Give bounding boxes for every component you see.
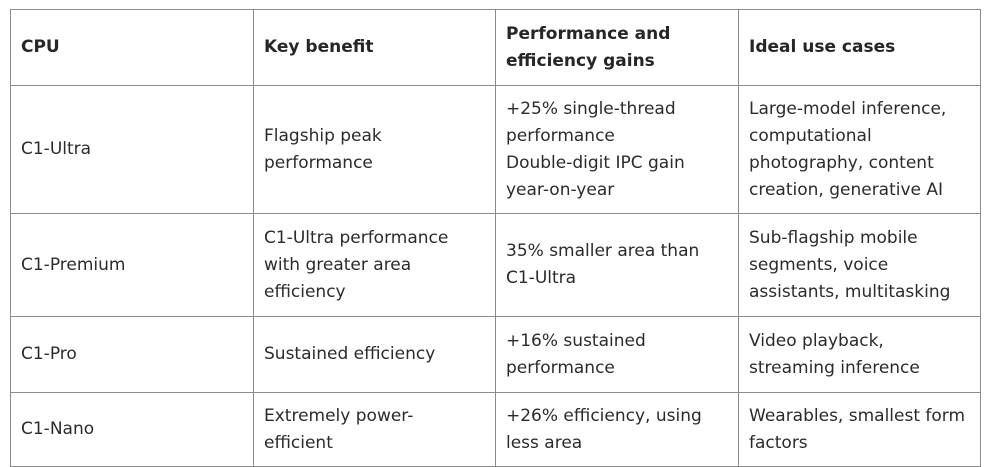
text-line: efficiency [264,281,346,302]
text-line: performance [506,357,615,378]
header-ideal-use-cases: Ideal use cases [738,9,981,86]
cell-use-cases: Sub-flagship mobile segments, voice assi… [738,213,981,317]
header-performance-gains: Performance and efficiency gains [495,9,739,86]
text-line: segments, voice [749,254,889,275]
table-row: C1-Premium C1-Ultra performance with gre… [10,213,981,317]
text-line: Video playback, [749,330,884,351]
text-line: performance [506,125,615,146]
text-line: Large-model inference, [749,98,947,119]
cell-key-benefit: Extremely power- efficient [253,392,496,467]
header-cpu-label: CPU [21,37,60,57]
cpu-name: C1-Nano [21,419,95,439]
cell-cpu: C1-Nano [10,392,254,467]
text-line: C1-Ultra [506,268,577,288]
header-row: CPU Key benefit Performance and efficien… [10,9,981,86]
cpu-name: C1-Ultra [21,139,92,159]
cell-gains: +25% single-thread performance Double-di… [495,85,739,214]
cell-cpu: C1-Pro [10,316,254,393]
table-row: C1-Nano Extremely power- efficient +26% … [10,392,981,467]
cell-gains: +16% sustained performance [495,316,739,393]
cell-key-benefit: Flagship peak performance [253,85,496,214]
text-line: streaming inference [749,357,920,378]
table-row: C1-Ultra Flagship peak performance +25% … [10,85,981,214]
cell-use-cases: Video playback, streaming inference [738,316,981,393]
header-ideal-use-cases-label: Ideal use cases [749,37,896,57]
cell-key-benefit: Sustained efficiency [253,316,496,393]
text-line: +26% efficiency, using [506,405,702,426]
text-line: Double-digit IPC gain [506,152,685,173]
table-row: C1-Pro Sustained efficiency +16% sustain… [10,316,981,393]
text-line: C1-Ultra performance [264,227,449,248]
cell-gains: +26% efficiency, using less area [495,392,739,467]
cpu-name: C1-Premium [21,254,126,275]
text-line: computational [749,125,872,146]
cell-key-benefit: C1-Ultra performance with greater area e… [253,213,496,317]
cell-use-cases: Wearables, smallest form factors [738,392,981,467]
text-line: less area [506,432,583,453]
text-line: Sub-flagship mobile [749,227,918,248]
text-line: Sustained efficiency [264,344,436,364]
text-line: photography, content [749,152,934,173]
text-line: efficient [264,432,333,453]
text-line: Flagship peak [264,125,382,146]
text-line: +16% sustained [506,330,646,351]
cpu-comparison-table: CPU Key benefit Performance and efficien… [10,9,981,467]
text-line: performance [264,152,373,173]
header-cpu: CPU [10,9,254,86]
cell-cpu: C1-Ultra [10,85,254,214]
text-line: year-on-year [506,179,615,200]
header-performance-gains-line: efficiency gains [506,50,655,71]
text-line: factors [749,432,808,453]
text-line: 35% smaller area than [506,241,700,261]
text-line: +25% single-thread [506,98,676,119]
text-line: assistants, multitasking [749,281,951,302]
cell-cpu: C1-Premium [10,213,254,317]
cpu-name: C1-Pro [21,344,77,364]
header-key-benefit-label: Key benefit [264,37,374,57]
header-key-benefit: Key benefit [253,9,496,86]
text-line: creation, generative AI [749,179,944,200]
text-line: with greater area [264,254,412,275]
text-line: Wearables, smallest form [749,405,966,426]
cell-use-cases: Large-model inference, computational pho… [738,85,981,214]
cell-gains: 35% smaller area than C1-Ultra [495,213,739,317]
header-performance-gains-line: Performance and [506,23,671,44]
text-line: Extremely power- [264,405,414,426]
